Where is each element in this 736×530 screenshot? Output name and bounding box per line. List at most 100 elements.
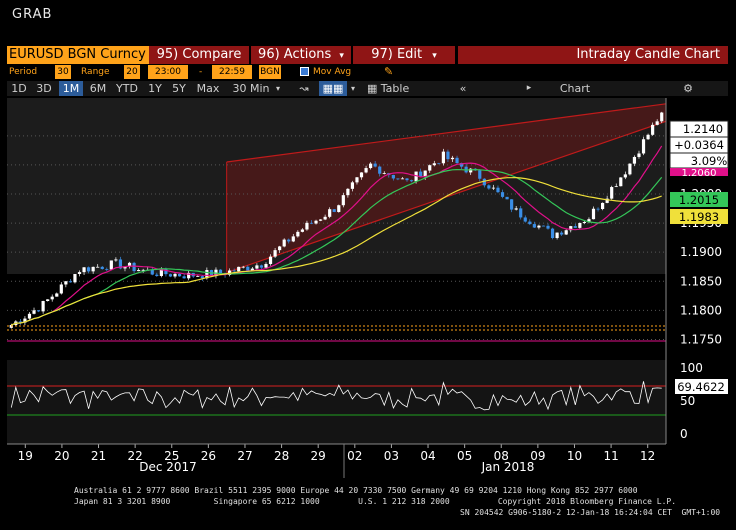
candle-body [560, 232, 564, 235]
candle-body [378, 166, 382, 174]
candle-body [441, 151, 445, 164]
edit-button[interactable]: 97) Edit ▾ [353, 46, 455, 64]
gear-icon[interactable]: ⚙ [683, 82, 693, 95]
range-tab[interactable]: Max [196, 82, 220, 95]
collapse-left-icon[interactable]: « [459, 82, 467, 95]
range-tab[interactable]: 1Y [148, 82, 162, 95]
candle-body [250, 268, 254, 271]
candle-body [123, 266, 127, 269]
chevron-right-icon: ▸ [526, 83, 532, 93]
chart-band-upper [7, 98, 666, 274]
x-tick-label: 03 [384, 449, 399, 463]
x-tick-label: 12 [640, 449, 655, 463]
candle-body [255, 265, 259, 269]
candle-body [537, 225, 541, 228]
candle-body [409, 180, 414, 182]
candle-body [23, 318, 27, 323]
mov-avg-checkbox[interactable] [300, 67, 309, 76]
x-tick-label: 11 [603, 449, 618, 463]
range-tab[interactable]: 5Y [172, 82, 186, 95]
range-tab[interactable]: 6M [89, 82, 107, 95]
x-tick-label: 27 [237, 449, 252, 463]
candle-body [591, 208, 596, 220]
actions-button[interactable]: 96) Actions ▾ [251, 46, 351, 64]
range-field[interactable]: 20 [124, 65, 140, 79]
time-from-field[interactable]: 23:00 [148, 65, 188, 79]
candle-body [237, 266, 241, 272]
pencil-icon[interactable]: ✎ [384, 65, 394, 78]
candle-body [164, 268, 168, 275]
ticker-field[interactable]: EURUSD BGN Curncy [7, 46, 149, 64]
chevron-down-icon: ▾ [350, 84, 355, 93]
rsi-tick-label: 100 [680, 361, 703, 375]
range-tab[interactable]: 3D [36, 82, 52, 95]
candle-body [641, 139, 646, 154]
range-tab[interactable]: YTD [116, 82, 138, 95]
ma2-value: 1.2015 [679, 193, 719, 207]
candle-body [478, 170, 482, 179]
y-tick-label: 1.1750 [680, 332, 722, 346]
price-change: +0.0364 [674, 138, 724, 152]
trend-channel-fill [226, 103, 666, 273]
trend-channel-upper [226, 103, 667, 163]
time-to-field[interactable]: 22:59 [212, 65, 252, 79]
candle-body [59, 284, 63, 294]
x-tick-label: 08 [494, 449, 509, 463]
interval-dropdown[interactable]: 30 Min [232, 82, 270, 95]
footer-line-3: SN 204542 G906-5180-2 12-Jan-18 16:24:04… [460, 508, 721, 517]
candle-body [601, 202, 605, 210]
x-tick-label: 02 [347, 449, 362, 463]
candle-body [291, 236, 295, 242]
candle-body [651, 124, 655, 135]
candle-body [619, 177, 623, 187]
candle-body [323, 216, 327, 220]
candle-body [660, 112, 664, 122]
candle-body [287, 239, 291, 242]
candle-body [187, 272, 191, 279]
function-toolbar: EURUSD BGN Curncy 95) Compare 96) Action… [7, 46, 728, 64]
price-tag-change-pct: 3.09% [669, 152, 729, 169]
candle-body [118, 259, 123, 269]
window-title: GRAB [12, 7, 53, 22]
x-tick-label: 20 [54, 449, 69, 463]
candle-body [300, 229, 304, 232]
candle-body [637, 153, 641, 157]
rsi-tick-label: 50 [680, 394, 695, 408]
range-tab[interactable]: 1D [11, 82, 27, 95]
mov-avg-label: Mov Avg [313, 67, 352, 77]
period-field[interactable]: 30 [55, 65, 71, 79]
month-label-dec: Dec 2017 [139, 460, 197, 474]
chart-band-lower [7, 274, 666, 354]
candle-body [555, 232, 559, 239]
range-tab-selected[interactable]: 1M [59, 81, 83, 96]
candle-body [373, 163, 377, 167]
price-tag-ma1: 1.2060 [670, 168, 728, 176]
candle-body [177, 273, 182, 277]
compare-label: 95) Compare [156, 47, 242, 62]
table-button[interactable]: Table [380, 82, 410, 95]
candle-body [510, 199, 514, 210]
x-tick-label: 22 [127, 449, 142, 463]
candle-body [82, 267, 86, 273]
candle-body [259, 265, 264, 268]
candle-chart-icon[interactable]: ▦▦ [319, 81, 347, 96]
candle-body [273, 250, 277, 257]
candle-body [487, 185, 491, 189]
y-tick-label: 1.1850 [680, 274, 722, 288]
candle-body [450, 157, 455, 160]
line-chart-icon[interactable]: ↝ [299, 82, 309, 95]
candle-body [132, 262, 136, 272]
month-label-jan: Jan 2018 [481, 460, 535, 474]
price-tag-ma2: 1.2015 [670, 192, 728, 207]
candle-body [496, 187, 500, 193]
ma3-value: 1.1983 [679, 210, 719, 224]
source-field[interactable]: BGN [259, 65, 281, 79]
rsi-value: 69.4622 [677, 380, 725, 394]
candle-body [341, 195, 345, 206]
candle-body [523, 217, 527, 222]
price-tag-last: 1.2140 [669, 120, 729, 138]
edit-label: 97) Edit [371, 47, 423, 62]
candle-body [632, 156, 637, 164]
candle-body [573, 226, 577, 228]
compare-button[interactable]: 95) Compare [149, 46, 249, 64]
